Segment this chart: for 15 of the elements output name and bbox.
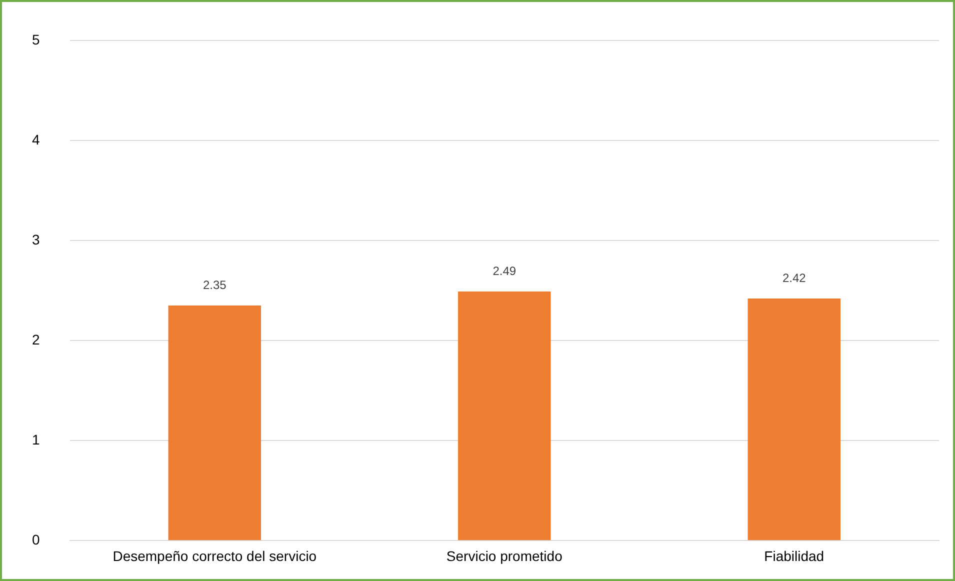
y-tick-label: 0 (32, 531, 40, 548)
data-label: 2.35 (202, 278, 227, 292)
y-tick-label: 1 (32, 431, 40, 448)
bar (748, 298, 841, 540)
data-label: 2.42 (782, 270, 806, 285)
x-tick-label: Servicio prometido (446, 548, 563, 564)
data-label: 2.49 (492, 264, 516, 278)
x-tick-label: Fiabilidad (764, 548, 824, 564)
y-tick-label: 4 (32, 131, 40, 148)
x-tick-label: Desempeño correcto del servicio (112, 548, 317, 564)
bar (168, 306, 262, 540)
y-tick-label: 3 (32, 231, 40, 248)
y-tick-label: 5 (32, 31, 40, 48)
y-tick-label: 2 (32, 331, 40, 348)
bar (458, 292, 551, 540)
